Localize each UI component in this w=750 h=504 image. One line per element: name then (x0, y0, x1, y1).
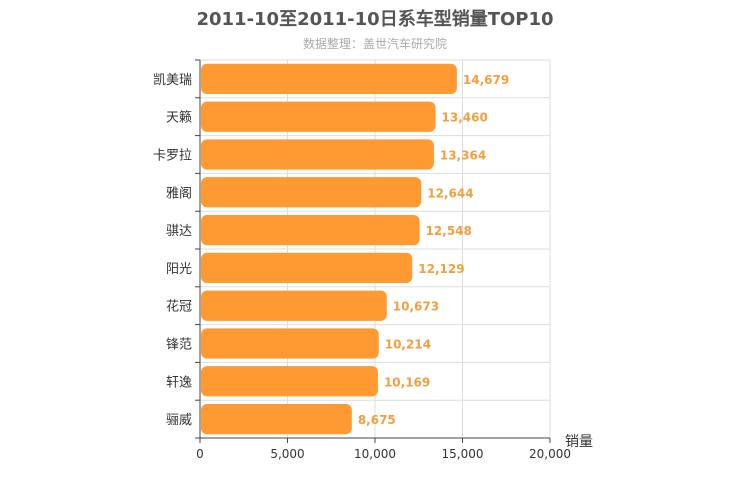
category-label: 锋范 (166, 338, 192, 353)
category-label: 花冠 (166, 299, 192, 315)
value-label: 8,675 (358, 413, 396, 427)
category-label: 骐达 (166, 224, 192, 239)
category-label: 雅阁 (166, 186, 192, 201)
bar (201, 214, 420, 246)
category-label: 天籁 (166, 111, 192, 126)
value-label: 10,673 (393, 300, 439, 314)
labels: 凯美瑞 14,679 天籁 13,460 卡罗拉 13,364 雅阁 12,644 骐达 12,5… (153, 73, 571, 461)
bar (201, 252, 413, 284)
axes (195, 59, 551, 443)
bars (201, 63, 457, 435)
value-label: 14,679 (463, 73, 509, 87)
bar (201, 177, 422, 208)
value-label: 10,214 (385, 338, 431, 352)
value-label: 13,460 (442, 111, 488, 125)
category-label: 骊威 (166, 413, 192, 428)
x-tick-label: 5,000 (270, 447, 304, 461)
x-tick-label: 15,000 (442, 447, 484, 461)
x-tick-label: 10,000 (354, 447, 396, 461)
category-label: 卡罗拉 (153, 149, 192, 164)
category-label: 阳光 (166, 262, 192, 277)
category-label: 凯美瑞 (153, 73, 192, 88)
chart-title: 2011-10至2011-10日系车型销量TOP10 (196, 8, 553, 30)
bar (201, 328, 379, 359)
value-label: 13,364 (440, 149, 486, 163)
bar (201, 139, 434, 170)
value-label: 10,169 (384, 375, 430, 389)
bar (201, 101, 436, 132)
bar (201, 63, 457, 95)
category-label: 轩逸 (166, 375, 192, 390)
chart-subtitle: 数据整理：盖世汽车研究院 (303, 36, 447, 51)
x-tick-label: 0 (196, 447, 204, 461)
bar (201, 366, 378, 397)
value-label: 12,548 (426, 224, 472, 238)
bar (201, 403, 352, 435)
value-label: 12,644 (427, 186, 473, 200)
x-axis-label: 销量 (565, 434, 593, 450)
value-label: 12,129 (418, 262, 464, 276)
bar (201, 290, 387, 321)
x-tick-label: 20,000 (529, 447, 571, 461)
